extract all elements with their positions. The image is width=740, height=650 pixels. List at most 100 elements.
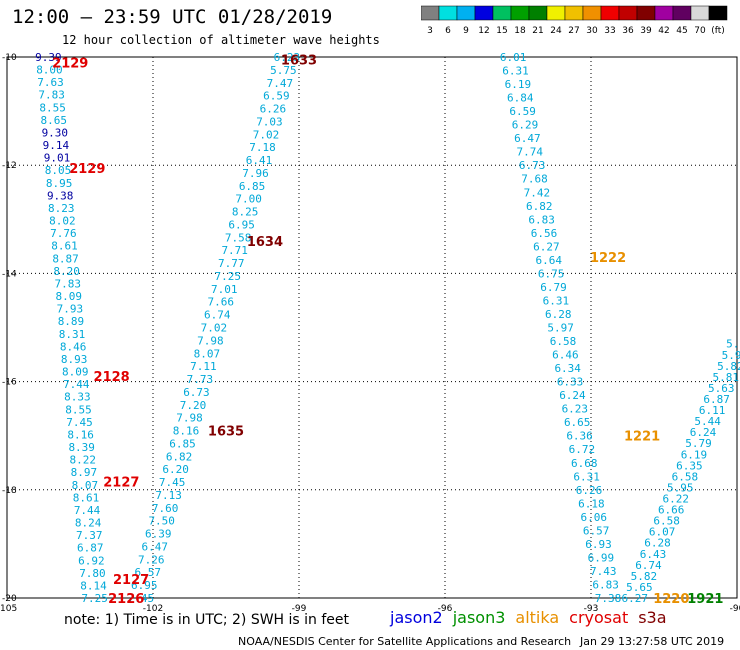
scale-label: 9 [463, 26, 469, 36]
swh-value: 6.47 [514, 132, 541, 145]
swh-value: 7.93 [57, 303, 84, 316]
satellite-legend: jason2 jason3 altika cryosat s3a [390, 608, 677, 627]
swh-value: 6.73 [183, 386, 210, 399]
swh-value: 8.00 [36, 64, 63, 77]
swh-value: 9.14 [43, 139, 70, 152]
footer-note: note: 1) Time is in UTC; 2) SWH is in fe… [64, 612, 350, 628]
swh-value: 6.26 [260, 103, 287, 116]
lat-tick-label: -14 [2, 269, 17, 279]
scale-label: 3 [427, 26, 433, 36]
swh-value: 7.74 [516, 146, 543, 159]
swh-value: 7.63 [37, 76, 64, 89]
swh-value: 7.60 [152, 502, 179, 515]
swh-value: 8.61 [51, 240, 78, 253]
swh-value: 6.59 [509, 105, 536, 118]
swh-value: 5.82 [717, 360, 740, 373]
swh-value: 8.14 [80, 579, 107, 592]
swh-value: 6.28 [545, 308, 572, 321]
credit-line: NOAA/NESDIS Center for Satellite Applica… [238, 635, 572, 648]
swh-value: 6.07 [649, 526, 676, 539]
lon-tick-label: -99 [292, 604, 307, 614]
swh-value: 8.93 [61, 353, 88, 366]
swh-value: 5.97 [547, 322, 574, 335]
swh-value: 7.73 [187, 373, 214, 386]
swh-value: 9.30 [42, 126, 69, 139]
pass-time-label: 2127 [113, 573, 149, 588]
swh-value: 8.07 [72, 479, 99, 492]
swh-value: 6.22 [662, 493, 689, 506]
swh-value: 6.58 [653, 515, 680, 528]
swh-value: 6.83 [528, 213, 555, 226]
lat-tick-label: -16 [2, 378, 17, 388]
swh-value: 8.61 [73, 491, 100, 504]
swh-value: 8.09 [62, 366, 89, 379]
swh-value: 6.57 [135, 566, 162, 579]
swh-value: 9.38 [47, 189, 74, 202]
swh-value: 8.55 [39, 101, 66, 114]
pass-time-label: 2129 [69, 162, 105, 177]
swh-value: 6.23 [274, 51, 301, 64]
scale-label: 70 [694, 26, 706, 36]
swh-value: 7.11 [190, 360, 217, 373]
swh-value: 6.34 [554, 362, 581, 375]
swh-value: 6.64 [535, 254, 562, 267]
timestamp: Jan 29 13:27:58 UTC 2019 [580, 635, 725, 648]
scale-label: 6 [445, 26, 451, 36]
satellite-cryosat: cryosat [569, 608, 629, 627]
swh-value: 7.68 [521, 173, 548, 186]
scale-label: 24 [550, 26, 562, 36]
swh-value: 5.81 [713, 371, 740, 384]
swh-value: 6.58 [672, 470, 699, 483]
swh-value: 8.89 [58, 315, 85, 328]
swh-value: 6.58 [550, 335, 577, 348]
swh-value: 6.75 [538, 267, 565, 280]
swh-value: 7.18 [249, 141, 276, 154]
swh-value: 7.83 [54, 277, 81, 290]
swh-value: 8.20 [53, 265, 80, 278]
satellite-jason3: jason3 [452, 608, 506, 627]
swh-value: 8.31 [59, 328, 86, 341]
swh-value: 6.83 [592, 578, 619, 591]
swh-value: 6.65 [564, 416, 591, 429]
pass-time-label: 2128 [94, 370, 130, 385]
swh-value: 6.66 [658, 504, 685, 517]
swh-value: 7.98 [197, 334, 224, 347]
swh-value: 5.92 [726, 338, 740, 351]
swh-value: 6.23 [562, 403, 589, 416]
swh-value: 8.97 [71, 466, 98, 479]
swh-value: 6.35 [676, 459, 703, 472]
swh-value: 6.87 [77, 542, 104, 555]
swh-value: 6.95 [228, 218, 255, 231]
swh-value: 7.66 [208, 296, 235, 309]
pass-time-label: 2126 [108, 592, 144, 607]
swh-value: 8.65 [40, 114, 67, 127]
swh-value: 7.03 [256, 115, 283, 128]
swh-value: 6.31 [502, 65, 529, 78]
lat-tick-label: -20 [2, 594, 17, 604]
swh-value: 6.26 [576, 484, 603, 497]
swh-value: 7.45 [159, 476, 186, 489]
scale-label: 18 [514, 26, 526, 36]
swh-value: 5.82 [631, 570, 658, 583]
swh-value: 7.77 [218, 257, 245, 270]
swh-value: 6.46 [552, 349, 579, 362]
swh-value: 6.85 [169, 437, 196, 450]
swh-value: 5.94 [722, 349, 740, 362]
pass-time-label: 1634 [247, 235, 283, 250]
lat-tick-label: -12 [2, 161, 17, 171]
swh-value: 6.85 [239, 180, 266, 193]
swh-value: 6.73 [519, 159, 546, 172]
swh-value: 6.24 [559, 389, 586, 402]
page-title: 12:00 – 23:59 UTC 01/28/2019 [12, 6, 333, 28]
swh-value: 8.02 [49, 215, 76, 228]
scale-label: 36 [622, 26, 634, 36]
lat-tick-label: -10 [2, 53, 17, 63]
swh-value: 8.95 [46, 177, 73, 190]
wave-height-map: -105 -102 -99 -96 -93 -90 -10 -12 -14 -16 -18 -20 9.… [0, 51, 740, 614]
color-scale-legend: 3 6 9 12 15 18 21 24 27 30 33 36 39 42 45 70 (ft) [421, 5, 728, 36]
swh-value: 8.22 [70, 454, 97, 467]
swh-value: 7.96 [242, 167, 269, 180]
swh-value: 8.46 [60, 340, 87, 353]
pass-time-label: 1220 [653, 592, 689, 607]
swh-value: 7.20 [180, 399, 207, 412]
